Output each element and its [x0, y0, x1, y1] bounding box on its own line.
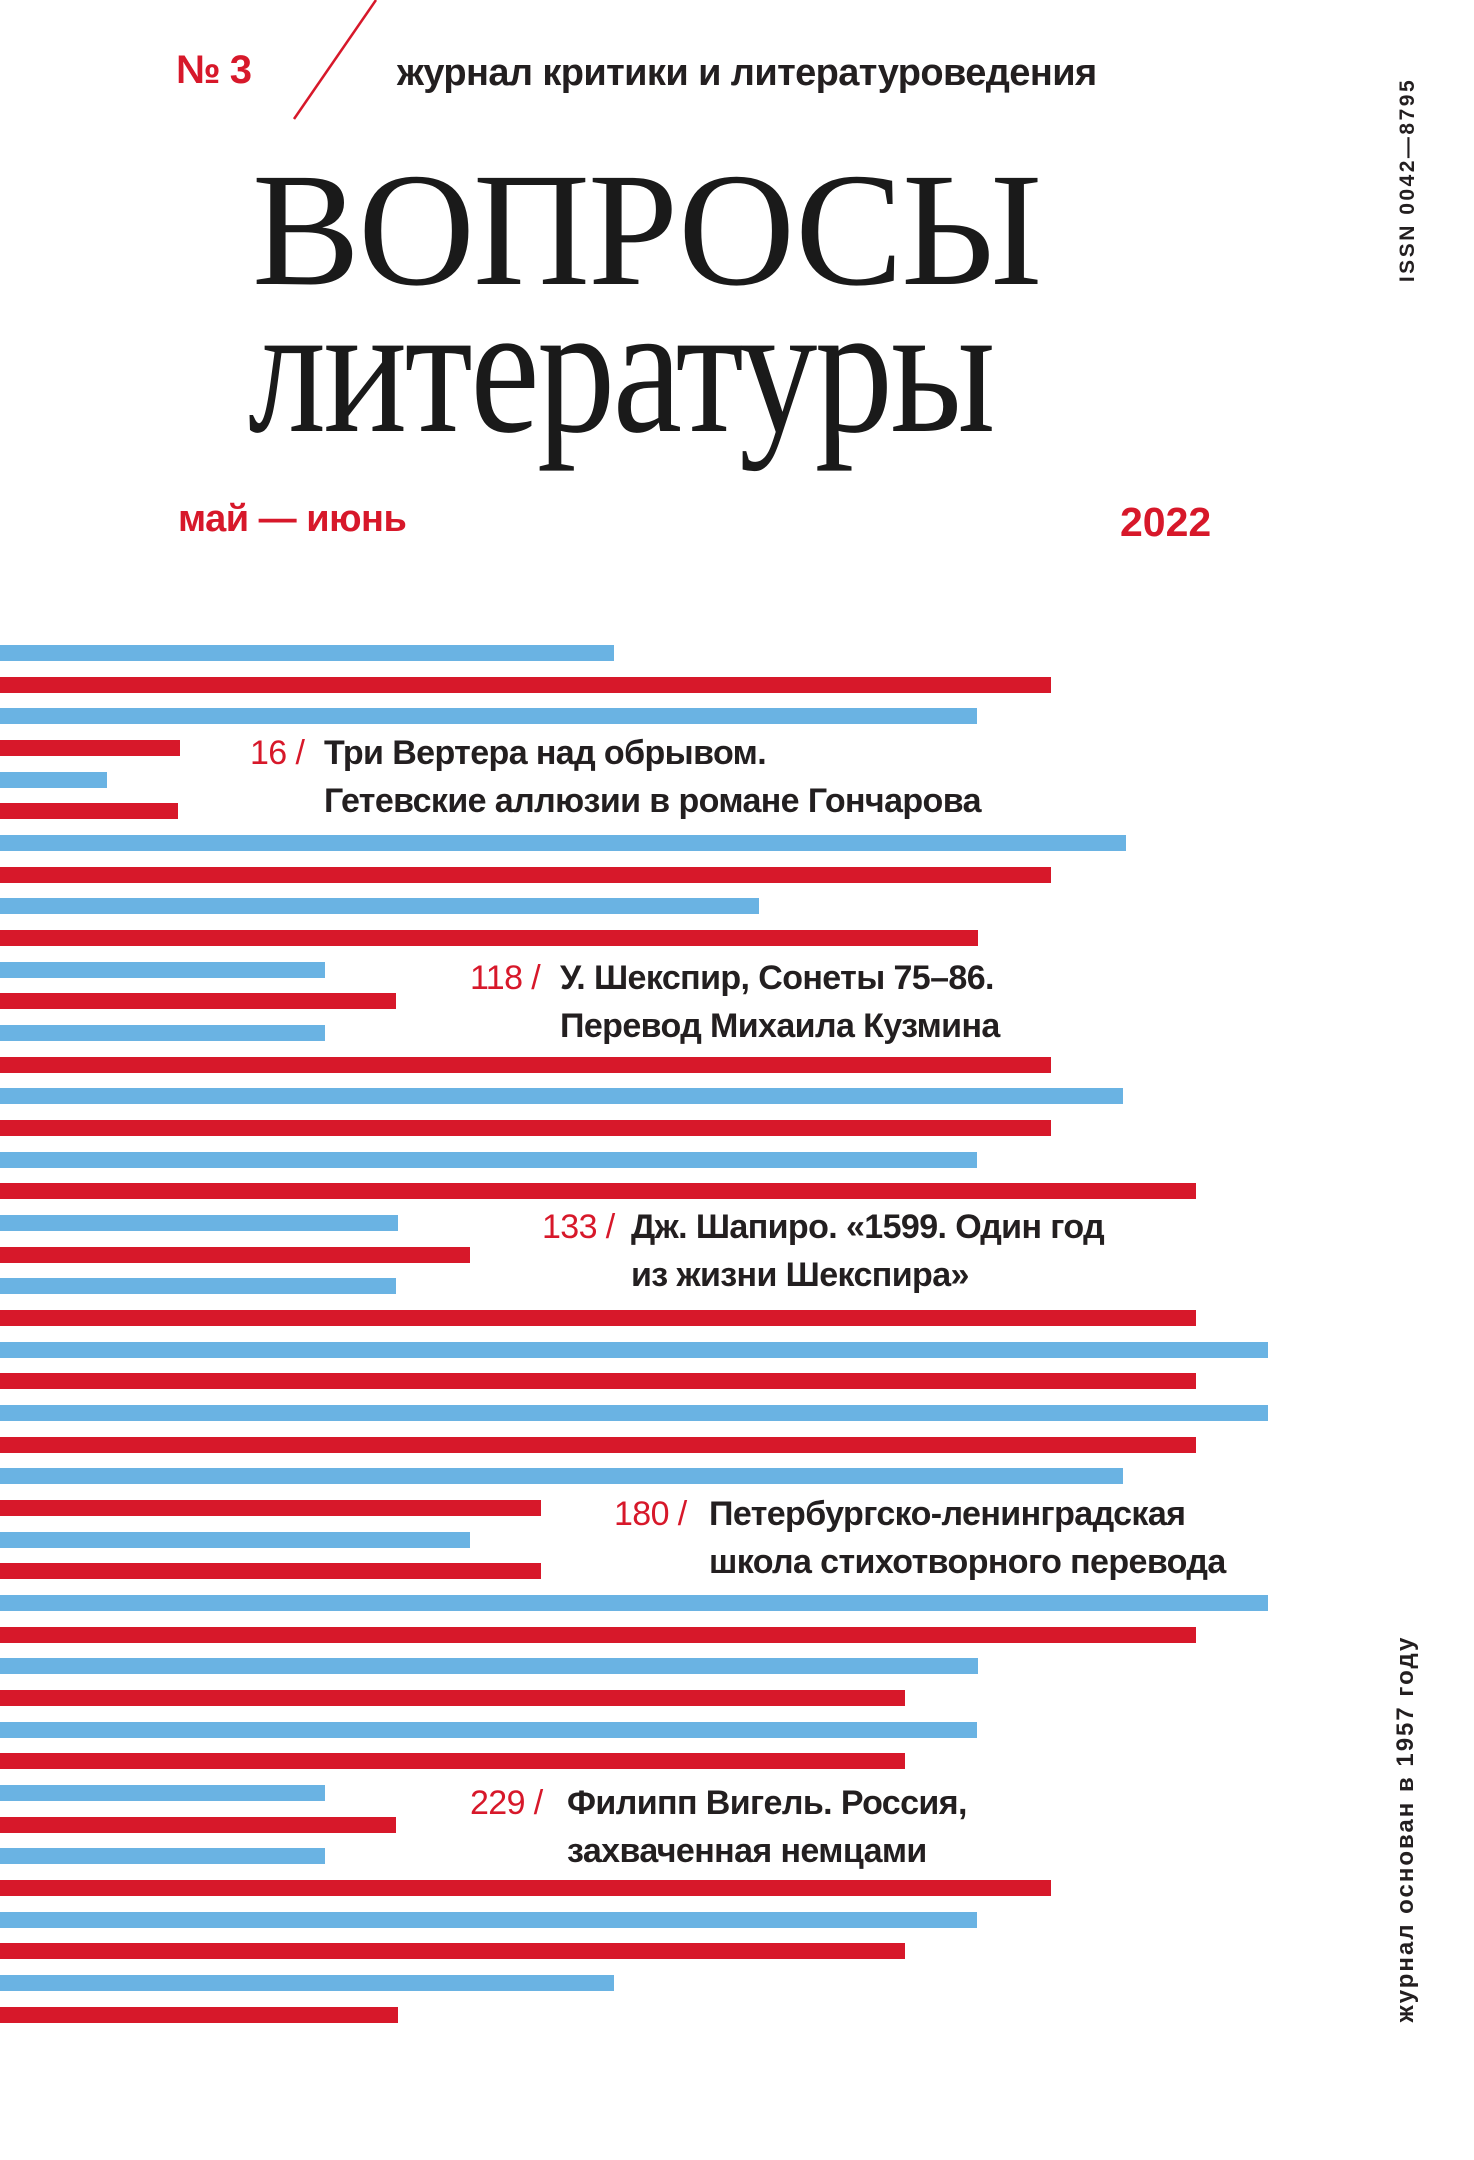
page-number: 229 / — [470, 1784, 543, 1822]
page-number: 180 / — [614, 1495, 687, 1533]
article-title-line2: Гетевские аллюзии в романе Гончарова — [324, 782, 981, 820]
blue-stripe — [0, 1215, 398, 1232]
blue-stripe — [0, 1975, 614, 1992]
blue-stripe — [0, 961, 325, 978]
article-title-line2: Перевод Михаила Кузмина — [560, 1007, 1000, 1045]
journal-title-line2: литературы — [248, 266, 995, 472]
founded-note: журнал основан в 1957 году — [1392, 1635, 1419, 2023]
red-stripe — [0, 1500, 541, 1517]
red-stripe — [0, 1310, 1196, 1327]
page-number: 133 / — [542, 1208, 615, 1246]
article-title-line2: школа стихотворного перевода — [709, 1543, 1226, 1581]
red-stripe — [0, 930, 978, 947]
decorative-slash — [292, 0, 378, 120]
red-stripe — [0, 740, 180, 756]
blue-stripe — [0, 1595, 1268, 1612]
blue-stripe — [0, 1025, 325, 1042]
red-stripe — [0, 1816, 396, 1833]
blue-stripe — [0, 708, 977, 725]
blue-stripe — [0, 645, 614, 661]
article-title-line1: Петербургско-ленинградская — [709, 1495, 1186, 1533]
blue-stripe — [0, 771, 107, 788]
blue-stripe — [0, 1721, 977, 1738]
blue-stripe — [0, 1911, 977, 1928]
article-title-line2: из жизни Шекспира» — [631, 1256, 969, 1294]
blue-stripe — [0, 1531, 470, 1548]
blue-stripe — [0, 1848, 325, 1865]
article-title-line2: захваченная немцами — [567, 1832, 927, 1870]
article-title-line1: Филипп Вигель. Россия, — [567, 1784, 967, 1822]
red-stripe — [0, 1880, 1051, 1897]
blue-stripe — [0, 1341, 1268, 1358]
issue-year: 2022 — [1120, 499, 1212, 545]
blue-stripe — [0, 1405, 1268, 1422]
red-stripe — [0, 1690, 905, 1707]
blue-stripe — [0, 1468, 1123, 1485]
red-stripe — [0, 1246, 470, 1263]
blue-stripe — [0, 898, 759, 915]
red-stripe — [0, 1183, 1196, 1200]
red-stripe — [0, 1056, 1051, 1073]
article-title-line1: Дж. Шапиро. «1599. Один год — [631, 1208, 1105, 1246]
blue-stripe — [0, 835, 1126, 852]
red-stripe — [0, 803, 178, 820]
red-stripe — [0, 866, 1051, 883]
page-number: 118 / — [470, 959, 541, 997]
red-stripe — [0, 1753, 905, 1770]
article-title-line1: Три Вертера над обрывом. — [324, 734, 767, 772]
journal-subtitle: журнал критики и литературоведения — [397, 52, 1097, 94]
page-number: 16 / — [250, 734, 305, 772]
issue-number: № 3 — [176, 48, 252, 92]
red-stripe — [0, 1373, 1196, 1390]
red-stripe — [0, 2006, 398, 2023]
issue-months: май — июнь — [178, 498, 407, 540]
red-stripe — [0, 1120, 1051, 1137]
journal-title-line1: ВОПРОСЫ — [252, 141, 1042, 320]
red-stripe — [0, 1626, 1196, 1643]
red-stripe — [0, 1943, 905, 1960]
blue-stripe — [0, 1658, 978, 1675]
blue-stripe — [0, 1151, 977, 1168]
issn-code: ISSN 0042—8795 — [1396, 77, 1419, 283]
blue-stripe — [0, 1088, 1123, 1105]
red-stripe — [0, 1563, 541, 1580]
red-stripe — [0, 1436, 1196, 1453]
blue-stripe — [0, 1785, 325, 1802]
article-title-line1: У. Шекспир, Сонеты 75–86. — [560, 959, 994, 997]
red-stripe — [0, 993, 396, 1010]
red-stripe — [0, 676, 1051, 693]
blue-stripe — [0, 1278, 396, 1295]
